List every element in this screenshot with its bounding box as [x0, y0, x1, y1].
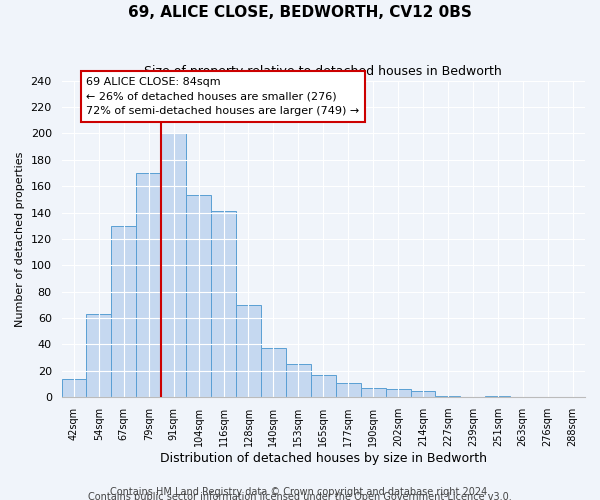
Bar	[236, 305, 261, 397]
X-axis label: Distribution of detached houses by size in Bedworth: Distribution of detached houses by size …	[160, 452, 487, 465]
Bar	[211, 211, 236, 397]
Bar	[286, 364, 311, 397]
Bar	[386, 390, 410, 397]
Bar	[261, 348, 286, 397]
Text: Contains HM Land Registry data © Crown copyright and database right 2024.: Contains HM Land Registry data © Crown c…	[110, 487, 490, 497]
Bar	[311, 375, 336, 397]
Text: 69 ALICE CLOSE: 84sqm
← 26% of detached houses are smaller (276)
72% of semi-det: 69 ALICE CLOSE: 84sqm ← 26% of detached …	[86, 76, 360, 116]
Bar	[361, 388, 386, 397]
Bar	[436, 396, 460, 397]
Bar	[485, 396, 510, 397]
Bar	[86, 314, 112, 397]
Y-axis label: Number of detached properties: Number of detached properties	[15, 151, 25, 326]
Text: Contains public sector information licensed under the Open Government Licence v3: Contains public sector information licen…	[88, 492, 512, 500]
Bar	[136, 173, 161, 397]
Bar	[112, 226, 136, 397]
Bar	[336, 382, 361, 397]
Bar	[186, 196, 211, 397]
Text: 69, ALICE CLOSE, BEDWORTH, CV12 0BS: 69, ALICE CLOSE, BEDWORTH, CV12 0BS	[128, 5, 472, 20]
Title: Size of property relative to detached houses in Bedworth: Size of property relative to detached ho…	[145, 65, 502, 78]
Bar	[161, 134, 186, 397]
Bar	[62, 379, 86, 397]
Bar	[410, 390, 436, 397]
